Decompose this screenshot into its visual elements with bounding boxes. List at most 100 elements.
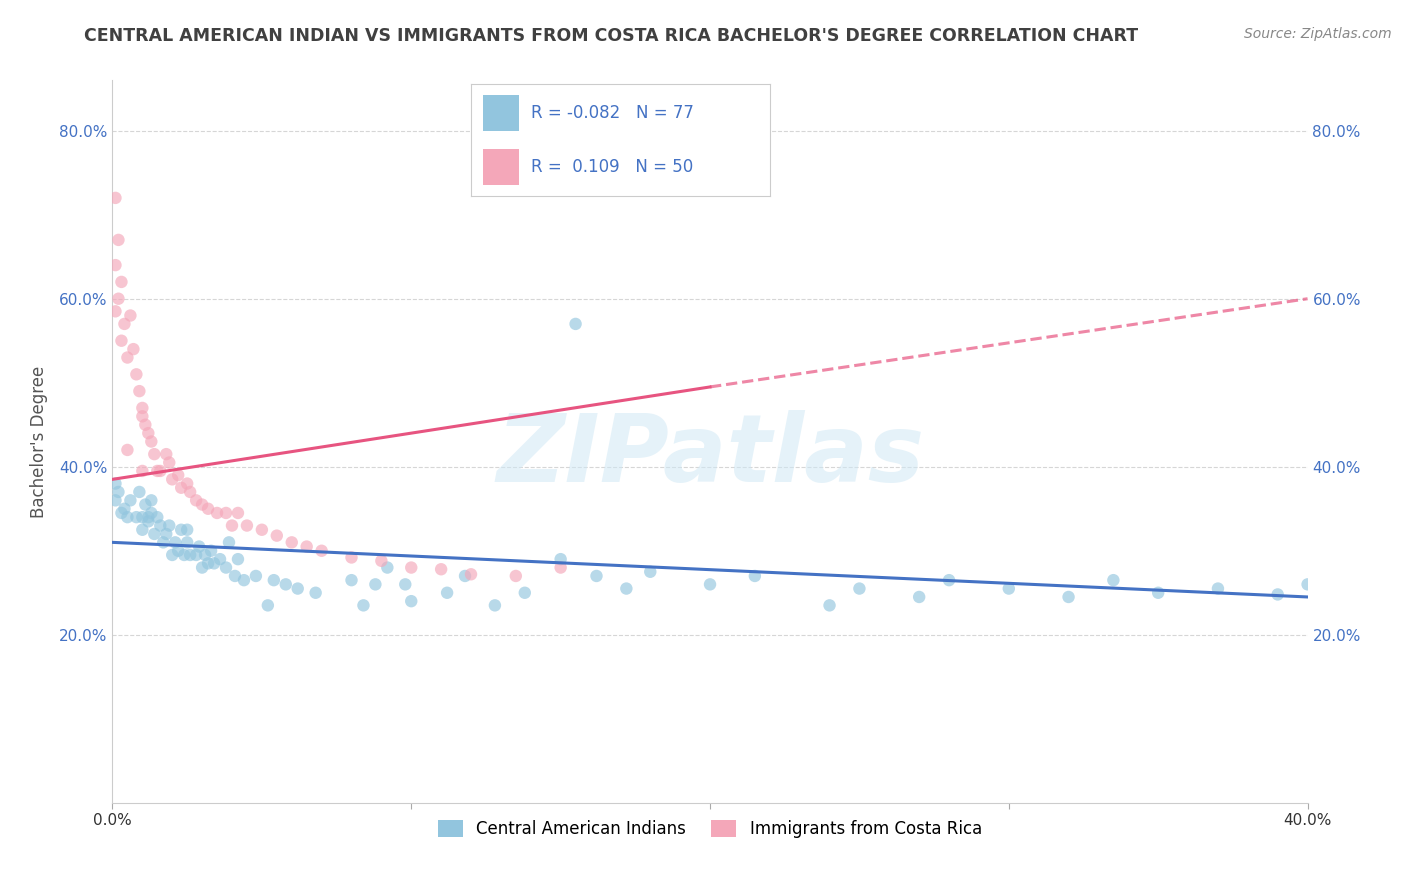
Text: ZIPatlas: ZIPatlas — [496, 410, 924, 502]
Point — [197, 501, 219, 516]
Point — [1267, 587, 1289, 601]
Point — [165, 535, 187, 549]
Point — [176, 535, 198, 549]
Point — [205, 506, 228, 520]
Point — [564, 317, 586, 331]
Point — [436, 586, 458, 600]
Point — [263, 573, 285, 587]
Point — [274, 577, 297, 591]
Point — [155, 447, 177, 461]
Point — [131, 464, 153, 478]
Point — [226, 552, 249, 566]
Point — [141, 434, 163, 449]
Point — [170, 523, 193, 537]
Point — [143, 527, 166, 541]
Point — [128, 485, 150, 500]
Point — [848, 582, 870, 596]
Point — [430, 562, 453, 576]
Point — [818, 599, 841, 613]
Point — [104, 191, 127, 205]
Point — [117, 510, 139, 524]
Point — [221, 518, 243, 533]
Point — [640, 565, 662, 579]
Point — [197, 557, 219, 571]
Point — [117, 351, 139, 365]
Point — [167, 543, 190, 558]
Point — [125, 368, 148, 382]
Point — [104, 258, 127, 272]
Point — [104, 304, 127, 318]
Point — [143, 447, 166, 461]
Point — [131, 510, 153, 524]
Point — [122, 342, 145, 356]
Point — [938, 573, 960, 587]
Point — [152, 535, 174, 549]
Point — [173, 548, 195, 562]
Point — [170, 481, 193, 495]
Point — [110, 506, 132, 520]
Point — [401, 560, 423, 574]
Point — [245, 569, 267, 583]
Text: Source: ZipAtlas.com: Source: ZipAtlas.com — [1244, 27, 1392, 41]
Point — [226, 506, 249, 520]
Point — [179, 548, 201, 562]
Point — [194, 548, 217, 562]
Point — [120, 493, 142, 508]
Point — [202, 557, 225, 571]
Point — [191, 560, 214, 574]
Point — [110, 334, 132, 348]
Point — [141, 506, 163, 520]
Point — [179, 485, 201, 500]
Point — [138, 514, 160, 528]
Point — [110, 275, 132, 289]
Point — [1147, 586, 1170, 600]
Point — [550, 560, 572, 574]
Point — [134, 498, 156, 512]
Point — [107, 485, 129, 500]
Point — [340, 573, 363, 587]
Point — [585, 569, 607, 583]
Point — [550, 552, 572, 566]
Point — [186, 548, 208, 562]
Point — [120, 309, 142, 323]
Legend: Central American Indians, Immigrants from Costa Rica: Central American Indians, Immigrants fro… — [432, 814, 988, 845]
Point — [1296, 577, 1319, 591]
Point — [138, 426, 160, 441]
Point — [200, 543, 222, 558]
Point — [138, 510, 160, 524]
Point — [218, 535, 240, 549]
Point — [998, 582, 1021, 596]
Point — [131, 401, 153, 415]
Point — [454, 569, 477, 583]
Point — [236, 518, 259, 533]
Point — [370, 554, 392, 568]
Point — [215, 560, 238, 574]
Point — [157, 518, 180, 533]
Point — [176, 476, 198, 491]
Point — [1057, 590, 1080, 604]
Point — [233, 573, 256, 587]
Point — [107, 233, 129, 247]
Point — [114, 317, 135, 331]
Point — [1102, 573, 1125, 587]
Point — [104, 476, 127, 491]
Point — [505, 569, 527, 583]
Point — [188, 540, 211, 554]
Point — [1206, 582, 1229, 596]
Point — [287, 582, 309, 596]
Point — [699, 577, 721, 591]
Point — [141, 493, 163, 508]
Point — [149, 518, 172, 533]
Point — [257, 599, 280, 613]
Point — [377, 560, 399, 574]
Point — [104, 493, 127, 508]
Point — [513, 586, 536, 600]
Y-axis label: Bachelor's Degree: Bachelor's Degree — [30, 366, 48, 517]
Point — [134, 417, 156, 432]
Point — [167, 468, 190, 483]
Point — [131, 523, 153, 537]
Point — [484, 599, 506, 613]
Point — [186, 493, 208, 508]
Point — [616, 582, 638, 596]
Point — [401, 594, 423, 608]
